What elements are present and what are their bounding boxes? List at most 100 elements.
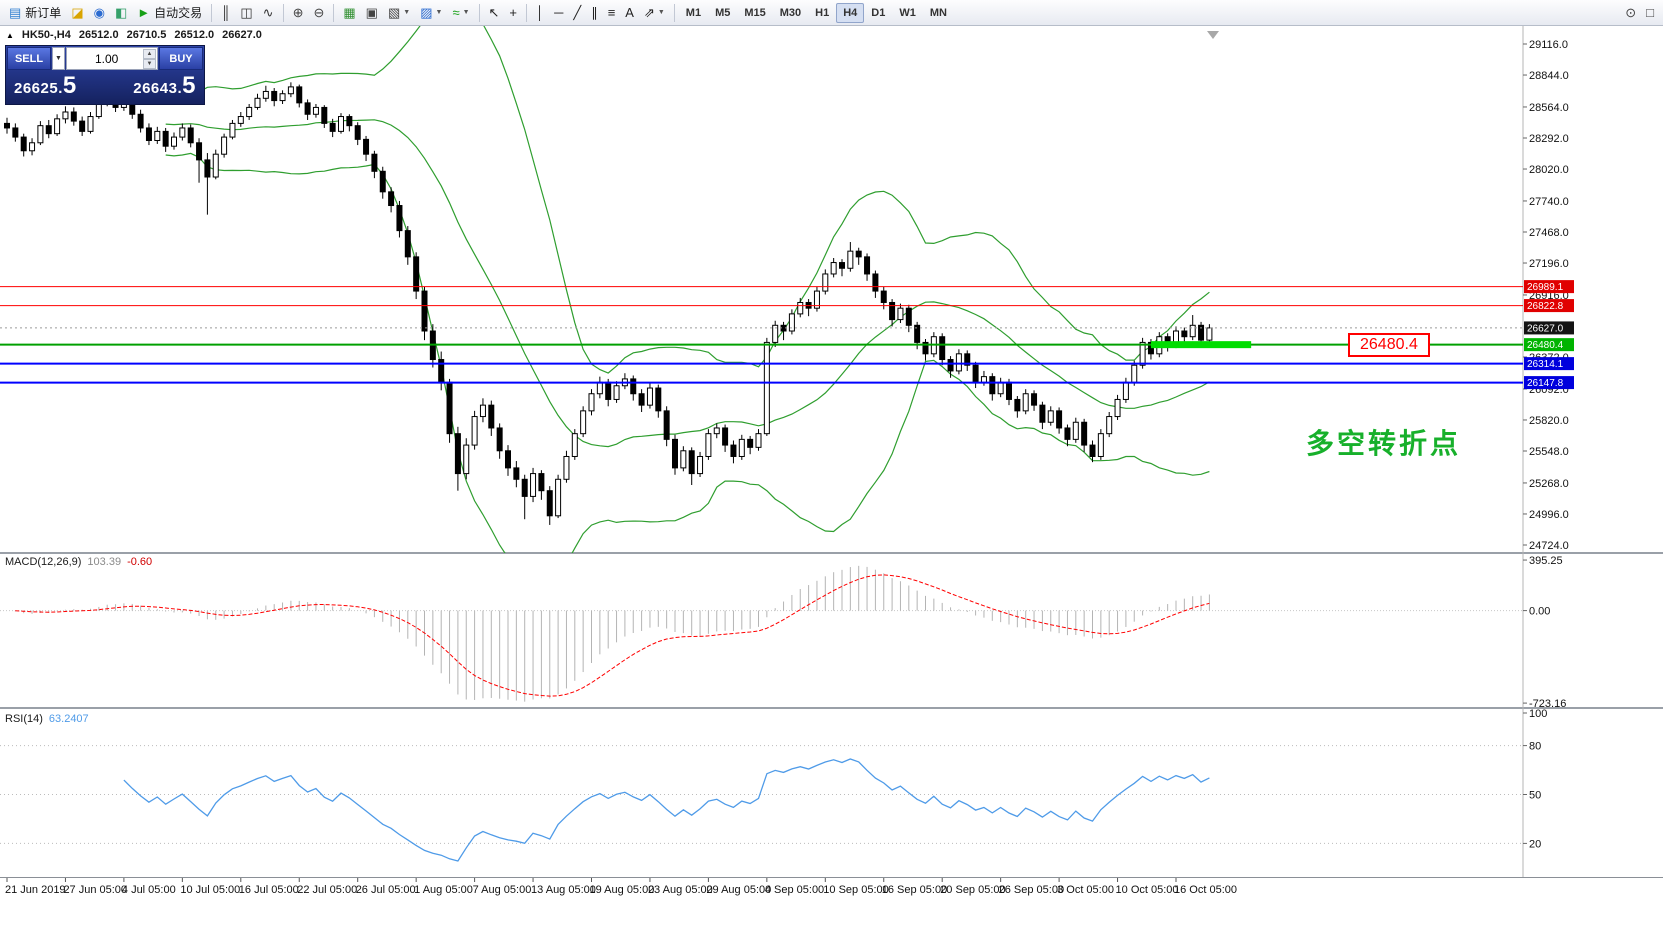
panel-separator[interactable]	[0, 707, 1663, 709]
toolbar-separator	[282, 3, 284, 22]
horizontal-line-button[interactable]: ─	[549, 2, 568, 24]
svg-text:29116.0: 29116.0	[1529, 39, 1568, 51]
text-label-button[interactable]: A	[620, 2, 639, 24]
cursor-button[interactable]: ↖	[484, 2, 505, 24]
timeframe-w1-button[interactable]: W1	[892, 3, 923, 23]
timeframe-m1-button[interactable]: M1	[679, 3, 708, 23]
navigator-button[interactable]: ◧	[110, 2, 132, 24]
indicators-button[interactable]: ≈ ▼	[447, 2, 474, 24]
svg-text:27196.0: 27196.0	[1529, 258, 1569, 270]
market-watch-button[interactable]: ◉	[89, 2, 110, 24]
vertical-line-button[interactable]: │	[531, 2, 549, 24]
new-order-button[interactable]: ▤ 新订单	[4, 2, 66, 24]
crosshair-button[interactable]: +	[504, 2, 522, 24]
svg-text:19 Aug 05:00: 19 Aug 05:00	[590, 884, 655, 896]
price-tag	[1524, 376, 1574, 390]
svg-text:16 Oct 05:00: 16 Oct 05:00	[1174, 884, 1237, 896]
chevron-down-icon: ▼	[462, 9, 470, 16]
zoom-out-icon: ⊖	[313, 5, 325, 20]
svg-text:22 Jul 05:00: 22 Jul 05:00	[297, 884, 357, 896]
ohlc-bars-button[interactable]: ║	[216, 2, 235, 24]
volume-stepper[interactable]: ▲ ▼	[143, 49, 156, 69]
timeframe-mn-button[interactable]: MN	[923, 3, 954, 23]
toolbar-separator	[673, 3, 675, 22]
svg-text:1 Aug 05:00: 1 Aug 05:00	[414, 884, 473, 896]
turning-point-annotation[interactable]: 多空转折点	[1306, 428, 1462, 459]
rsi-panel	[0, 745, 1523, 862]
order-type-dropdown[interactable]: ▼	[52, 47, 65, 70]
step-down-icon[interactable]: ▼	[143, 59, 156, 69]
svg-text:25268.0: 25268.0	[1529, 478, 1569, 490]
price-callout[interactable]: 26480.4	[1348, 333, 1430, 357]
step-up-icon[interactable]: ▲	[143, 49, 156, 59]
timeframe-m30-button[interactable]: M30	[773, 3, 808, 23]
price-tag	[1524, 321, 1574, 335]
macd-panel	[0, 565, 1523, 702]
svg-text:80: 80	[1529, 741, 1541, 753]
line-chart-icon: ∿	[262, 5, 274, 20]
svg-text:10 Oct 05:00: 10 Oct 05:00	[1116, 884, 1179, 896]
macd-signal-line	[15, 574, 1210, 697]
autotrading-button-label: 自动交易	[154, 6, 203, 20]
volume-input[interactable]: 1.00 ▲ ▼	[66, 47, 158, 70]
zoom-in-button[interactable]: ⊕	[288, 2, 309, 24]
cascade-windows-button[interactable]: ▣	[361, 2, 383, 24]
timeframe-h1-button[interactable]: H1	[808, 3, 836, 23]
svg-text:25820.0: 25820.0	[1529, 415, 1569, 427]
buy-button[interactable]: BUY	[159, 47, 203, 70]
price-axis[interactable]: 29116.0 28844.0 28564.0 28292.0 28020.0 27740…	[1523, 39, 1574, 552]
new-chart-icon: ▧	[387, 5, 401, 20]
zoom-out-button[interactable]: ⊖	[308, 2, 329, 24]
trendline-button[interactable]: ╱	[568, 2, 586, 24]
window-button[interactable]: □	[1641, 2, 1659, 24]
arrow-objects-icon: ⇗	[643, 5, 655, 20]
svg-text:27 Jun 05:00: 27 Jun 05:00	[63, 884, 127, 896]
search-button[interactable]: ⊙	[1620, 2, 1641, 24]
tile-windows-button[interactable]: ▦	[338, 2, 360, 24]
svg-text:20: 20	[1529, 838, 1541, 850]
line-chart-button[interactable]: ∿	[258, 2, 279, 24]
autotrading-button[interactable]: ► 自动交易	[132, 2, 207, 24]
chart-canvas[interactable]: 29116.0 28844.0 28564.0 28292.0 28020.0 27740…	[0, 26, 1663, 949]
svg-text:23 Aug 05:00: 23 Aug 05:00	[648, 884, 713, 896]
panel-separator[interactable]	[0, 552, 1663, 554]
sell-button[interactable]: SELL	[7, 47, 51, 70]
profiles-button[interactable]: ▨ ▼	[415, 2, 447, 24]
volume-value: 1.00	[95, 51, 119, 66]
svg-text:13 Aug 05:00: 13 Aug 05:00	[531, 884, 596, 896]
svg-text:50: 50	[1529, 790, 1541, 802]
support-highlight[interactable]	[1150, 341, 1252, 349]
text-label-icon: A	[625, 5, 634, 20]
timeframe-d1-button[interactable]: D1	[864, 3, 892, 23]
svg-text:16 Sep 05:00: 16 Sep 05:00	[882, 884, 947, 896]
sell-price[interactable]: 26625.5	[14, 72, 77, 99]
window-icon: □	[1646, 5, 1654, 20]
price-tag	[1524, 280, 1574, 294]
indicators-icon: ≈	[452, 5, 460, 20]
buy-price[interactable]: 26643.5	[133, 72, 196, 99]
fibonacci-button[interactable]: ≡	[603, 2, 621, 24]
timeframe-m15-button[interactable]: M15	[737, 3, 772, 23]
svg-text:24724.0: 24724.0	[1529, 540, 1569, 552]
chevron-down-icon: ▼	[657, 9, 665, 16]
svg-text:28292.0: 28292.0	[1529, 133, 1569, 145]
ohlc-low: 26512.0	[174, 29, 215, 41]
ohlc-close: 26627.0	[222, 29, 262, 41]
svg-text:27740.0: 27740.0	[1529, 196, 1569, 208]
timeframe-h4-button[interactable]: H4	[836, 2, 865, 23]
market-watch-icon: ◉	[93, 5, 105, 20]
candlestick-icon: ◫	[240, 5, 253, 20]
channel-button[interactable]: ∥	[586, 2, 603, 24]
arrow-objects-button[interactable]: ⇗ ▼	[639, 2, 670, 24]
charts-profile-button[interactable]: ◪	[66, 2, 88, 24]
new-chart-button[interactable]: ▧ ▼	[383, 2, 415, 24]
chart-shift-marker[interactable]	[1207, 31, 1219, 39]
timeframe-m5-button[interactable]: M5	[708, 3, 737, 23]
svg-text:26480.4: 26480.4	[1527, 340, 1564, 351]
horizontal-levels[interactable]	[0, 286, 1523, 384]
trendline-icon: ╱	[573, 5, 582, 20]
svg-text:27468.0: 27468.0	[1529, 227, 1569, 239]
candlestick-button[interactable]: ◫	[235, 2, 257, 24]
